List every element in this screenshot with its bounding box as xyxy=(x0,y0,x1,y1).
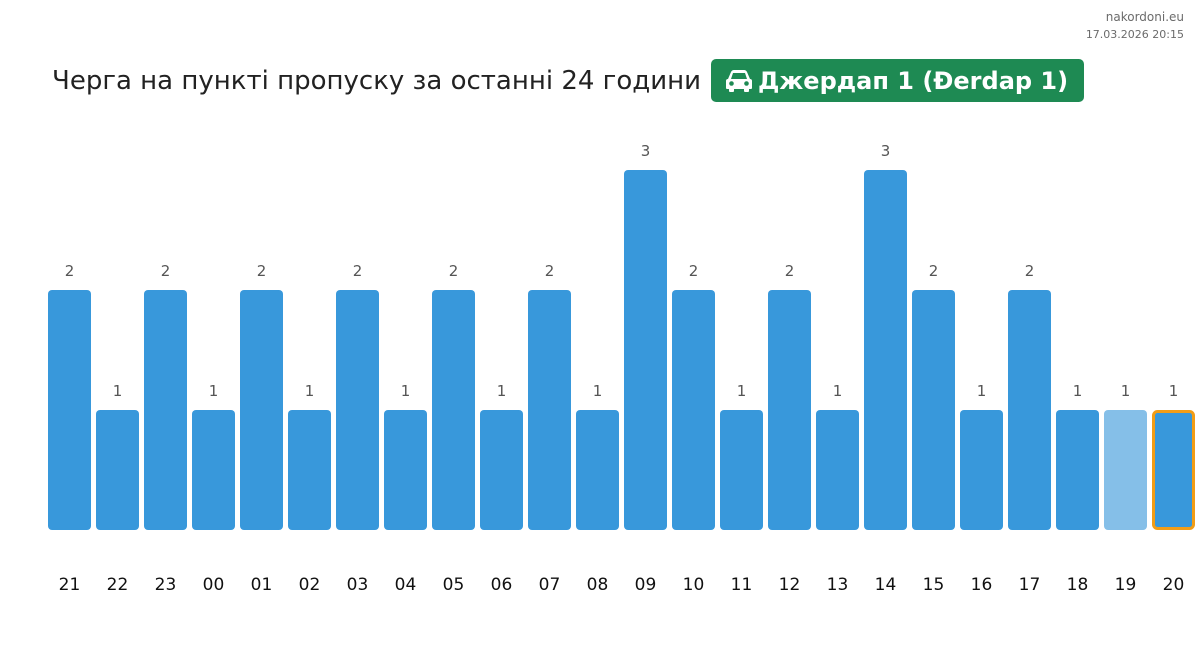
value-label-07: 2 xyxy=(545,262,555,280)
value-label-02: 1 xyxy=(305,382,315,400)
value-label-10: 2 xyxy=(689,262,699,280)
tick-label-06: 06 xyxy=(491,575,513,595)
value-label-09: 3 xyxy=(641,142,651,160)
tick-label-18: 18 xyxy=(1067,575,1089,595)
value-label-04: 1 xyxy=(401,382,411,400)
bar-14 xyxy=(864,170,907,530)
value-label-22: 1 xyxy=(113,382,123,400)
bar-22 xyxy=(96,410,139,530)
value-label-12: 2 xyxy=(785,262,795,280)
value-label-23: 2 xyxy=(161,262,171,280)
tick-label-04: 04 xyxy=(395,575,417,595)
tick-label-10: 10 xyxy=(683,575,705,595)
bar-04 xyxy=(384,410,427,530)
value-label-01: 2 xyxy=(257,262,267,280)
bar-01 xyxy=(240,290,283,530)
tick-label-07: 07 xyxy=(539,575,561,595)
bar-03 xyxy=(336,290,379,530)
checkpoint-badge: Джердап 1 (Đerdap 1) xyxy=(711,59,1085,102)
bar-12 xyxy=(768,290,811,530)
bar-13 xyxy=(816,410,859,530)
bar-09 xyxy=(624,170,667,530)
tick-label-20: 20 xyxy=(1163,575,1185,595)
bar-17 xyxy=(1008,290,1051,530)
value-label-19: 1 xyxy=(1121,382,1131,400)
tick-label-15: 15 xyxy=(923,575,945,595)
value-label-16: 1 xyxy=(977,382,987,400)
value-label-08: 1 xyxy=(593,382,603,400)
tick-label-17: 17 xyxy=(1019,575,1041,595)
bar-15 xyxy=(912,290,955,530)
tick-label-16: 16 xyxy=(971,575,993,595)
value-label-11: 1 xyxy=(737,382,747,400)
chart-title: Черга на пункті пропуску за останні 24 г… xyxy=(52,65,702,96)
tick-label-12: 12 xyxy=(779,575,801,595)
tick-label-21: 21 xyxy=(59,575,81,595)
tick-label-00: 00 xyxy=(203,575,225,595)
tick-label-05: 05 xyxy=(443,575,465,595)
checkpoint-name: Джердап 1 (Đerdap 1) xyxy=(758,66,1069,95)
chart-header: Черга на пункті пропуску за останні 24 г… xyxy=(52,59,1085,102)
bar-00 xyxy=(192,410,235,530)
tick-label-03: 03 xyxy=(347,575,369,595)
bar-11 xyxy=(720,410,763,530)
value-label-05: 2 xyxy=(449,262,459,280)
bar-16 xyxy=(960,410,1003,530)
bar-06 xyxy=(480,410,523,530)
value-label-06: 1 xyxy=(497,382,507,400)
watermark-timestamp: 17.03.2026 20:15 xyxy=(1085,28,1184,41)
car-icon xyxy=(725,69,753,93)
tick-label-11: 11 xyxy=(731,575,753,595)
value-label-14: 3 xyxy=(881,142,891,160)
value-label-21: 2 xyxy=(65,262,75,280)
value-label-13: 1 xyxy=(833,382,843,400)
value-label-03: 2 xyxy=(353,262,363,280)
tick-label-14: 14 xyxy=(875,575,897,595)
watermark: nakordoni.eu 17.03.2026 20:15 xyxy=(1086,9,1184,43)
tick-label-02: 02 xyxy=(299,575,321,595)
bar-02 xyxy=(288,410,331,530)
tick-label-19: 19 xyxy=(1115,575,1137,595)
tick-label-13: 13 xyxy=(827,575,849,595)
bar-21 xyxy=(48,290,91,530)
value-label-17: 2 xyxy=(1025,262,1035,280)
watermark-site: nakordoni.eu xyxy=(1105,10,1184,24)
value-label-00: 1 xyxy=(209,382,219,400)
value-label-20: 1 xyxy=(1169,382,1179,400)
value-label-15: 2 xyxy=(929,262,939,280)
bar-08 xyxy=(576,410,619,530)
tick-label-09: 09 xyxy=(635,575,657,595)
bar-20 xyxy=(1152,410,1195,530)
bar-18 xyxy=(1056,410,1099,530)
bar-23 xyxy=(144,290,187,530)
bar-05 xyxy=(432,290,475,530)
tick-label-01: 01 xyxy=(251,575,273,595)
bar-19 xyxy=(1104,410,1147,530)
bar-07 xyxy=(528,290,571,530)
tick-label-22: 22 xyxy=(107,575,129,595)
bar-10 xyxy=(672,290,715,530)
tick-label-08: 08 xyxy=(587,575,609,595)
tick-label-23: 23 xyxy=(155,575,177,595)
value-label-18: 1 xyxy=(1073,382,1083,400)
